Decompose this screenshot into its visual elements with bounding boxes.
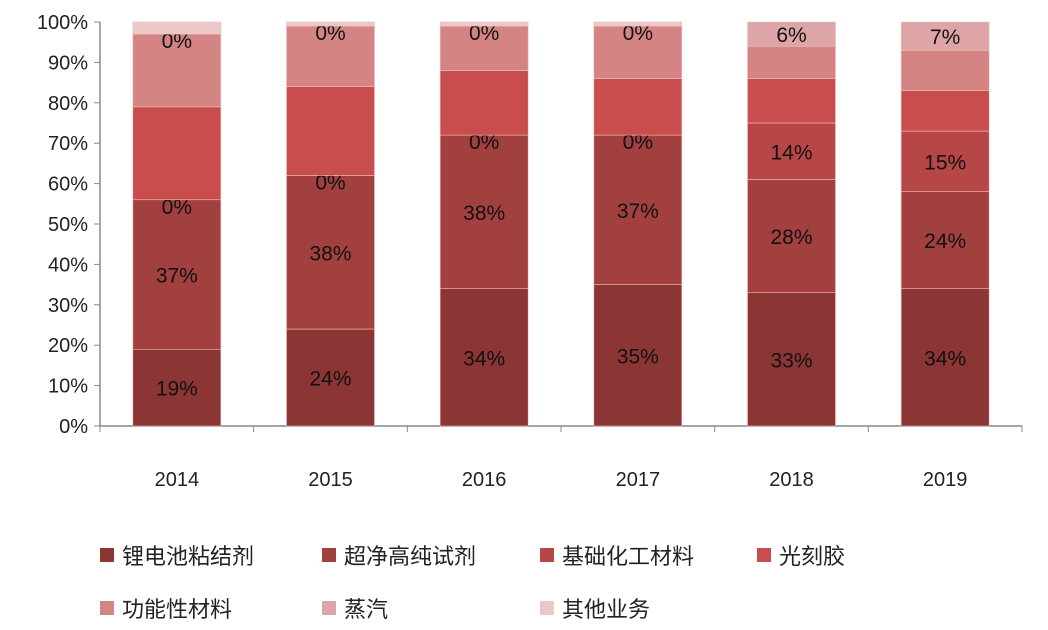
data-label: 37% [156,265,198,288]
data-label: 35% [617,345,659,368]
bar-segment [286,328,375,427]
data-label: 0% [623,22,653,45]
x-tick-label: 2014 [155,469,200,491]
bar-segment [900,90,990,132]
bar-segment [747,21,836,47]
bar-segment [439,288,529,427]
bar-segment [439,134,529,289]
x-tick-label: 2016 [462,469,507,491]
data-label: 7% [930,26,960,49]
data-label: 0% [623,131,653,154]
y-tick-label: 50% [48,214,88,236]
legend-label: 光刻胶 [779,544,845,569]
data-label: 0% [162,196,192,219]
bar-segment [900,288,990,427]
bar-segment [747,122,836,180]
data-label: 0% [162,30,192,53]
data-label: 24% [309,368,351,391]
legend-swatch [322,601,336,615]
bar-segment [593,78,683,136]
y-tick-label: 20% [48,335,88,357]
data-label: 0% [469,22,499,45]
legend-swatch [540,548,554,562]
bar-segment [439,25,529,71]
legend-swatch [757,548,771,562]
data-label: 0% [315,172,345,195]
data-label: 28% [770,226,812,249]
bar-segment [747,292,836,427]
bar-segment [593,21,683,27]
bar-segment [132,199,222,350]
data-label: 15% [924,151,966,174]
legend-swatch [322,548,336,562]
bar-segment [132,21,222,35]
data-label: 14% [770,141,812,164]
bar-segment [900,130,990,192]
bar-segment [900,191,990,289]
y-tick-label: 60% [48,174,88,196]
bar-segment [286,175,375,330]
bar-segment [439,21,529,27]
data-label: 24% [924,230,966,253]
x-tick-label: 2019 [923,469,968,491]
data-label: 19% [156,378,198,401]
y-tick-label: 40% [48,254,88,276]
bar-segment [439,70,529,136]
legend-swatch [100,548,114,562]
data-label: 34% [463,347,505,370]
bar-segment [593,25,683,79]
legend-swatch [540,601,554,615]
data-label: 37% [617,200,659,223]
data-label: 33% [770,349,812,372]
bar-segment [747,78,836,124]
legend-label: 基础化工材料 [562,544,694,569]
data-label: 38% [309,242,351,265]
y-tick-label: 30% [48,295,88,317]
bar-segment [747,179,836,293]
y-tick-label: 80% [48,93,88,115]
bar-segment [900,21,990,51]
data-label: 0% [315,22,345,45]
bar-segment [132,348,222,427]
y-tick-label: 90% [48,52,88,74]
bar-segment [286,21,375,27]
y-tick-label: 10% [48,376,88,398]
y-tick-label: 0% [59,416,88,438]
bar-segment [286,86,375,176]
x-tick-label: 2017 [616,469,661,491]
x-tick-label: 2018 [769,469,814,491]
legend-label: 超净高纯试剂 [344,544,476,569]
y-tick-label: 70% [48,133,88,155]
bar-segment [593,284,683,427]
legend-swatch [100,601,114,615]
bar-segment [132,33,222,108]
legend-label: 锂电池粘结剂 [122,544,254,569]
legend-label: 功能性材料 [122,597,232,622]
data-label: 6% [776,24,806,47]
bar-segment [593,134,683,285]
data-label: 0% [469,131,499,154]
data-label: 38% [463,202,505,225]
y-tick-label: 100% [37,12,88,34]
x-tick-label: 2015 [308,469,353,491]
bar-segment [900,49,990,91]
bar-segment [132,106,222,201]
bar-segment [747,45,836,79]
legend-label: 蒸汽 [344,597,388,622]
legend-label: 其他业务 [562,597,650,622]
data-label: 34% [924,347,966,370]
